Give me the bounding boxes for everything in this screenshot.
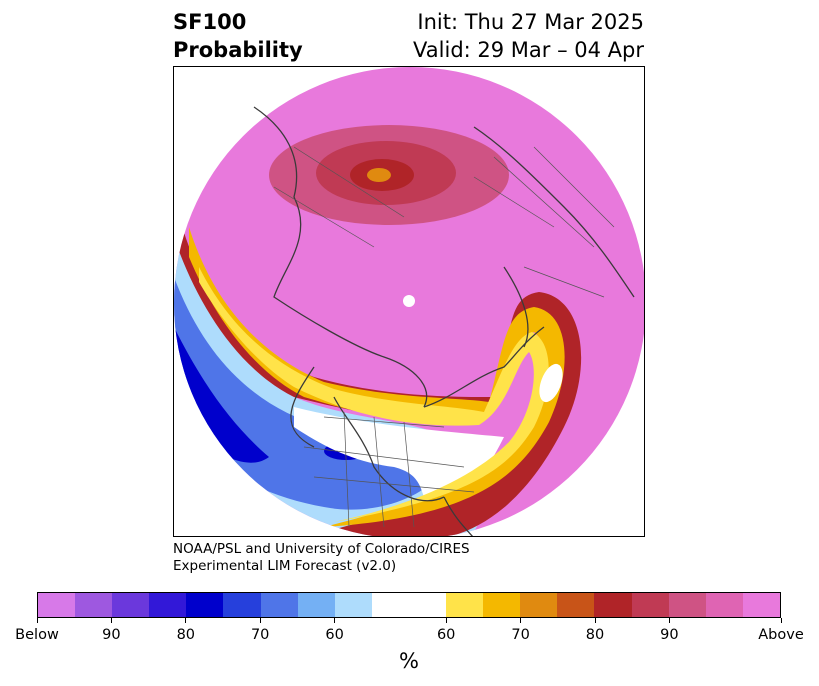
colorbar-tick-label: 70 [511,627,530,643]
colorbar-segment [668,593,706,617]
valid-range: Valid: 29 Mar – 04 Apr [413,38,644,62]
colorbar-tick [594,618,596,623]
colorbar-tick-label: 70 [250,627,270,643]
colorbar-segment [631,593,669,617]
init-date: Init: Thu 27 Mar 2025 [417,10,644,34]
credit: NOAA/PSL and University of Colorado/CIRE… [173,541,470,575]
colorbar-tick [259,618,261,623]
colorbar-tick-label: 60 [436,627,456,643]
colorbar-tick-label: 80 [176,627,196,643]
colorbar-tick-label: 90 [102,627,121,643]
colorbar-segment [260,593,298,617]
colorbar-tick [520,618,522,623]
colorbar-tick-label: 90 [660,627,679,643]
colorbar [37,592,781,618]
probability-map [174,67,644,536]
colorbar-segment [742,593,780,617]
colorbar-tick [668,618,670,623]
coastlines [253,106,635,536]
colorbar-segment [186,593,224,617]
title-left: SF100 Probability [173,8,303,64]
colorbar-segment [75,593,113,617]
colorbar-segment [223,593,261,617]
colorbar-tick [780,618,782,623]
colorbar-segment [594,593,632,617]
colorbar-tick-label: 60 [325,627,344,643]
colorbar-segment [705,593,743,617]
colorbar-segment [557,593,595,617]
colorbar-segment [38,593,76,617]
colorbar-segment [446,593,484,617]
colorbar-tick-label: Below [15,627,59,643]
warm-ribbon-red [174,187,582,536]
colorbar-tick [110,618,112,623]
colorbar-segment [408,593,447,617]
north-pole-gap [403,295,415,307]
colorbar-segment [112,593,150,617]
siberia-anomaly-center [367,168,391,182]
variable-type: Probability [173,38,303,62]
country-borders [273,146,615,528]
colorbar-tick [36,618,38,623]
colorbar-tick [334,618,336,623]
colorbar-tick-label: 80 [585,627,605,643]
colorbar-segment [297,593,335,617]
map-frame [173,66,645,537]
colorbar-segment [371,593,409,617]
colorbar-segment [334,593,372,617]
colorbar-unit: % [399,649,419,673]
colorbar-tick-label: Above [758,627,804,643]
colorbar-tick [445,618,447,623]
colorbar-tick [185,618,187,623]
credit-line1: NOAA/PSL and University of Colorado/CIRE… [173,541,470,557]
colorbar-segment [149,593,187,617]
warm-inner-white [539,363,563,403]
credit-line2: Experimental LIM Forecast (v2.0) [173,558,397,574]
title-right: Init: Thu 27 Mar 2025 Valid: 29 Mar – 04… [413,8,644,64]
colorbar-segment [520,593,558,617]
colorbar-segment [483,593,521,617]
variable-name: SF100 [173,10,247,34]
